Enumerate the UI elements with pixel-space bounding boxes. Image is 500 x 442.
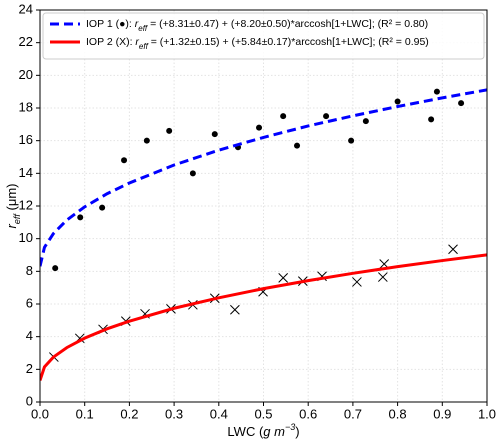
- x-axis-label: LWC (g m−3): [227, 422, 299, 439]
- x-axis-label-part: ): [295, 424, 299, 439]
- x-tick-label: 1.0: [478, 406, 496, 421]
- y-axis-label-part: (μm): [4, 184, 19, 215]
- point: [121, 157, 128, 164]
- point: [280, 113, 287, 120]
- point: [394, 98, 401, 105]
- point: [362, 118, 369, 125]
- y-tick-label: 2: [26, 361, 33, 376]
- y-tick-label: 20: [19, 67, 33, 82]
- point: [52, 265, 59, 272]
- point: [256, 124, 263, 131]
- x-tick-label: 0.9: [433, 406, 451, 421]
- y-tick-label: 4: [26, 328, 33, 343]
- y-tick-label: 10: [19, 230, 33, 245]
- y-axis-label-part: r: [4, 223, 19, 228]
- point: [189, 170, 196, 177]
- legend-label: IOP 1 (●): reff = (+8.31±0.47) + (+8.20±…: [86, 18, 428, 33]
- point: [348, 137, 355, 144]
- point: [166, 127, 173, 134]
- legend-box: [42, 12, 485, 60]
- y-tick-label: 12: [19, 197, 33, 212]
- y-tick-label: 0: [26, 393, 33, 408]
- x-tick-label: 0.5: [254, 406, 272, 421]
- point: [143, 137, 150, 144]
- x-tick-label: 0.6: [299, 406, 317, 421]
- cross-point: [377, 272, 388, 282]
- y-tick-label: 18: [19, 99, 33, 114]
- y-tick-label: 24: [19, 1, 33, 16]
- cross-point: [352, 277, 362, 287]
- point: [433, 88, 440, 95]
- x-tick-label: 0.1: [76, 406, 94, 421]
- y-tick-label: 22: [19, 34, 33, 49]
- x-tick-label: 0.4: [210, 406, 228, 421]
- legend-label-part: r: [135, 18, 139, 30]
- x-tick-label: 0.8: [389, 406, 407, 421]
- x-tick-label: 0.3: [165, 406, 183, 421]
- point: [99, 204, 106, 211]
- fit-line: [40, 88, 487, 267]
- y-tick-label: 16: [19, 132, 33, 147]
- cross-point: [278, 273, 289, 283]
- x-axis-label-part: g m: [263, 424, 285, 439]
- y-tick-label: 8: [26, 263, 33, 278]
- y-axis-label-part: eff: [12, 213, 22, 225]
- point: [211, 131, 218, 138]
- x-tick-label: 0.7: [344, 406, 362, 421]
- y-axis-label: reff (μm): [4, 184, 22, 229]
- point: [458, 100, 465, 107]
- x-axis-label-part: LWC (: [227, 424, 264, 439]
- point: [77, 214, 84, 221]
- legend-label-part: eff: [138, 24, 148, 33]
- y-tick-label: 6: [26, 295, 33, 310]
- fit-line: [40, 253, 487, 381]
- plot: [40, 88, 487, 381]
- cross-point: [230, 304, 240, 315]
- legend-label-part: r: [135, 36, 139, 48]
- legend-label-part: eff: [139, 42, 149, 51]
- plot-frame: [39, 9, 488, 403]
- x-tick-label: 0.0: [31, 406, 49, 421]
- point: [323, 113, 330, 120]
- legend-label-part: = (+1.32±0.15) + (+5.84±0.17)*arccosh[1+…: [148, 36, 429, 48]
- point: [428, 116, 435, 123]
- x-axis-label-part: −3: [285, 422, 295, 432]
- cross-point: [448, 244, 458, 255]
- y-tick-label: 14: [19, 165, 33, 180]
- x-tick-label: 0.2: [120, 406, 138, 421]
- legend-label-part: = (+8.31±0.47) + (+8.20±0.50)*arccosh[1+…: [147, 18, 428, 30]
- legend-label: IOP 2 (X): reff = (+1.32±0.15) + (+5.84±…: [86, 36, 429, 51]
- legend-label-part: IOP 2 (X):: [86, 36, 135, 48]
- legend-label-part: IOP 1 (●):: [86, 18, 135, 30]
- point: [294, 142, 301, 149]
